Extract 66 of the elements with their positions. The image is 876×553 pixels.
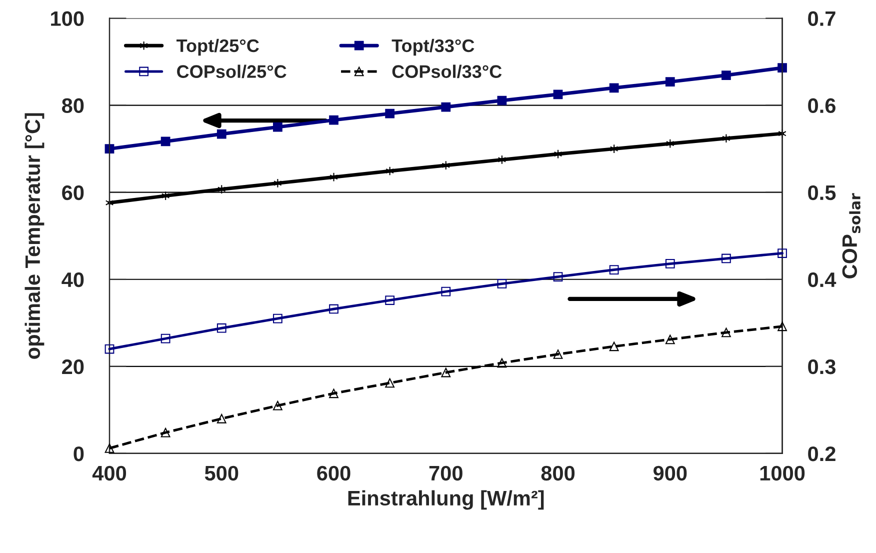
point <box>553 272 563 282</box>
y2-tick-label: 0.5 <box>808 185 836 200</box>
point <box>722 70 731 80</box>
point <box>104 344 114 354</box>
point <box>329 115 338 125</box>
legend-label: Topt/25°C <box>176 38 259 56</box>
point <box>553 350 563 359</box>
point <box>778 248 787 258</box>
point <box>216 323 226 333</box>
legend-label: COPsol/25°C <box>177 64 286 78</box>
point <box>553 90 563 100</box>
point <box>722 328 731 338</box>
point <box>665 77 675 86</box>
point <box>497 96 507 106</box>
y2-tick-label: 0.2 <box>808 446 836 462</box>
point <box>722 254 731 264</box>
y-tick-label: 60 <box>62 185 84 200</box>
y2-tick-label: 0.3 <box>808 359 836 374</box>
point <box>385 296 395 305</box>
y-tick-label: 20 <box>62 359 84 374</box>
x-tick-label: 400 <box>92 466 126 481</box>
y-tick-label: 100 <box>51 11 84 26</box>
point <box>441 368 451 378</box>
point <box>104 444 114 453</box>
legend-label: COPsol/33°C <box>392 64 502 78</box>
point <box>778 322 787 332</box>
x-tick-label: 900 <box>653 466 687 481</box>
x-tick-label: 1000 <box>760 466 805 481</box>
point <box>665 259 675 268</box>
point <box>441 286 451 296</box>
point <box>160 428 170 438</box>
point <box>330 172 338 182</box>
point <box>385 108 395 118</box>
legend-label: Topt/33°C <box>392 38 474 56</box>
y-tick-label: 80 <box>62 98 84 114</box>
point <box>665 334 675 344</box>
point <box>609 265 619 274</box>
point <box>609 342 619 352</box>
y2-tick-label: 0.6 <box>808 98 836 114</box>
point <box>273 122 282 132</box>
y-tick-label: 0 <box>74 446 84 462</box>
point <box>216 414 226 424</box>
point <box>554 149 562 159</box>
y2-tick-label: 0.7 <box>808 11 836 26</box>
point <box>329 304 338 314</box>
point <box>441 102 451 112</box>
point <box>497 358 507 368</box>
point <box>497 279 507 288</box>
x-axis-title: Einstrahlung [W/m²] <box>348 490 544 510</box>
y-tick-label: 40 <box>62 272 84 288</box>
y2-axis-title: COP$_{solar}$ <box>842 193 860 278</box>
x-tick-label: 500 <box>204 466 238 481</box>
point <box>160 136 170 146</box>
point <box>160 334 170 344</box>
point <box>216 129 226 139</box>
y2-tick-label: 0.4 <box>808 272 836 288</box>
point <box>722 134 730 144</box>
point <box>385 378 395 388</box>
y-axis-title: optimale Temperatur [°C] <box>24 113 44 359</box>
point <box>329 388 338 398</box>
point <box>609 83 619 93</box>
x-tick-label: 800 <box>541 466 575 481</box>
x-tick-label: 600 <box>317 466 350 481</box>
x-tick-label: 700 <box>429 466 462 481</box>
point <box>273 314 282 324</box>
point <box>273 400 282 410</box>
